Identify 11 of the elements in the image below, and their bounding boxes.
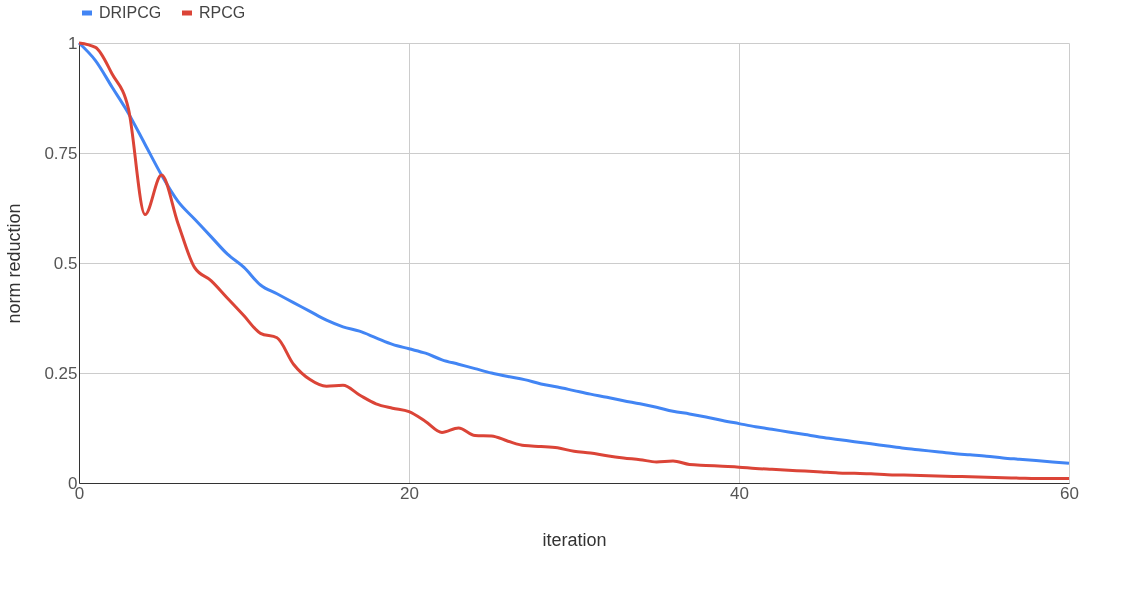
y-tick-label: 0.75 <box>44 143 78 163</box>
y-tick-label: 1 <box>68 33 78 53</box>
x-axis-title: iteration <box>542 529 607 550</box>
legend-label: RPCG <box>199 4 246 21</box>
x-tick-label: 40 <box>730 483 749 503</box>
y-tick-label: 0.25 <box>44 363 78 383</box>
y-axis-title: norm reduction <box>4 203 25 324</box>
legend-label: DRIPCG <box>99 4 162 21</box>
y-tick-label: 0.5 <box>53 253 78 273</box>
x-tick-label: 20 <box>400 483 419 503</box>
x-tick-label: 60 <box>1060 483 1079 503</box>
